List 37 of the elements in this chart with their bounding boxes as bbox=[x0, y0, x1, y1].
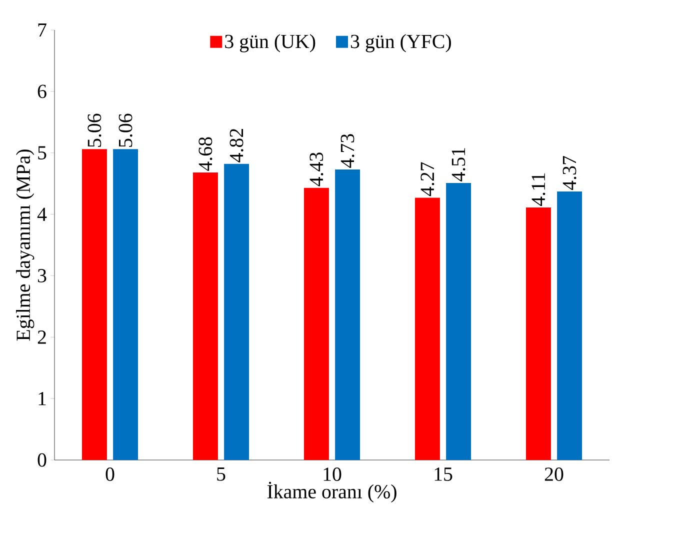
x-tick-label: 0 bbox=[106, 468, 114, 481]
y-tick-label: 4 bbox=[37, 208, 47, 221]
y-tick-label: 3 bbox=[38, 269, 46, 282]
x-tick-label: 15 bbox=[434, 468, 452, 481]
bar bbox=[446, 182, 472, 460]
data-label: 4.37 bbox=[562, 156, 576, 190]
bar bbox=[335, 169, 360, 460]
legend-label: 3 gün (UK) bbox=[225, 34, 316, 52]
y-tick-label: 1 bbox=[38, 392, 46, 406]
data-label: 4.68 bbox=[198, 137, 212, 171]
data-label: 4.73 bbox=[340, 134, 354, 168]
y-tick-label: 7 bbox=[38, 23, 46, 37]
x-axis-title: İkame oranı (%) bbox=[267, 482, 396, 502]
bar bbox=[414, 198, 440, 460]
data-label: 5.06 bbox=[118, 114, 132, 147]
bar bbox=[224, 164, 250, 460]
data-label: 4.43 bbox=[310, 152, 324, 186]
bar bbox=[526, 208, 551, 460]
bar bbox=[82, 149, 107, 460]
y-tick-label: 2 bbox=[38, 330, 46, 344]
data-label: 4.51 bbox=[452, 148, 466, 182]
y-tick-label: 6 bbox=[38, 84, 46, 98]
data-label: 5.06 bbox=[88, 114, 102, 147]
legend-label: 3 gün (YFC) bbox=[350, 34, 451, 52]
y-axis-title: Egilme dayanımı (MPa) bbox=[16, 150, 34, 341]
bar bbox=[113, 149, 138, 460]
data-label: 4.11 bbox=[532, 173, 546, 206]
data-label: 4.82 bbox=[230, 128, 244, 162]
x-tick-label: 20 bbox=[544, 468, 564, 481]
y-tick-label: 0 bbox=[38, 453, 46, 467]
x-tick-label: 10 bbox=[324, 468, 342, 481]
bar bbox=[304, 188, 329, 460]
x-tick-label: 5 bbox=[217, 468, 226, 481]
bar bbox=[557, 192, 582, 460]
data-label: 4.27 bbox=[420, 162, 434, 196]
bar bbox=[192, 172, 218, 460]
y-tick-label: 5 bbox=[38, 146, 46, 160]
